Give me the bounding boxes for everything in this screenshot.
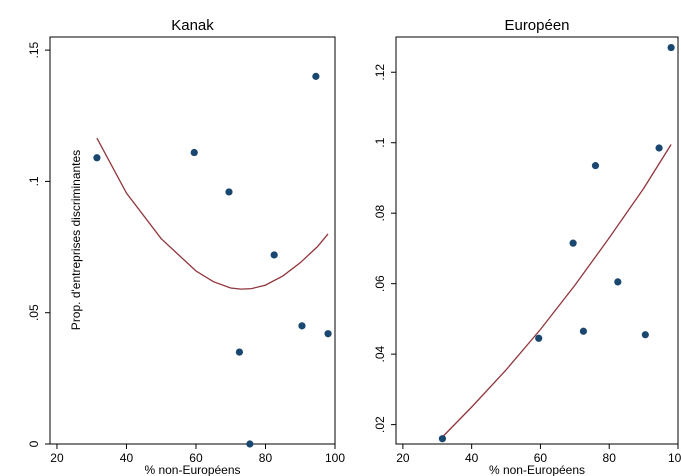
data-point (270, 251, 278, 259)
y-tick-label: .05 (27, 304, 41, 321)
x-ticks: 20 40 60 80 100 (396, 444, 681, 465)
y-tick-label: .04 (373, 345, 387, 362)
data-point (225, 188, 233, 196)
x-tick-label: 20 (50, 451, 64, 465)
points-group (93, 72, 332, 448)
y-ticks: .02 .04 .06 .08 .1 .12 (373, 64, 396, 433)
panel-kanak: Kanak % non-Européens Prop. d'entreprise… (27, 17, 345, 476)
x-tick-label: 60 (534, 451, 548, 465)
data-point (641, 331, 649, 339)
data-point (312, 72, 320, 80)
y-tick-label: .1 (27, 176, 41, 186)
x-ticks: 20 40 60 80 100 (50, 444, 345, 465)
data-point (298, 322, 306, 330)
chart-title: Kanak (171, 17, 214, 34)
plot-frame (49, 36, 336, 445)
data-point (324, 330, 332, 338)
x-axis-label: % non-Européens (144, 463, 240, 476)
x-tick-label: 40 (120, 451, 134, 465)
x-tick-label: 40 (465, 451, 479, 465)
y-ticks: 0 .05 .1 .15 (27, 41, 50, 447)
data-point (235, 348, 244, 356)
data-point (591, 162, 600, 170)
y-tick-label: .08 (373, 205, 387, 222)
points-group (438, 43, 675, 443)
data-point (190, 148, 198, 157)
x-tick-label: 80 (603, 451, 617, 465)
y-axis-label: Prop. d'entreprises discriminantes (69, 150, 83, 330)
y-tick-label: .15 (27, 41, 41, 58)
data-point (535, 334, 543, 342)
data-point (614, 278, 622, 286)
x-tick-label: 100 (325, 451, 345, 465)
x-tick-label: 100 (668, 451, 681, 465)
data-point (579, 327, 588, 335)
x-axis-label: % non-Européens (489, 463, 585, 476)
x-tick-label: 80 (259, 451, 273, 465)
x-tick-label: 20 (396, 451, 410, 465)
y-tick-label: .12 (373, 64, 387, 81)
data-point (438, 435, 447, 443)
data-point (655, 144, 663, 152)
x-tick-label: 60 (189, 451, 203, 465)
data-point (569, 239, 577, 247)
fit-curve (96, 137, 329, 290)
y-tick-label: .06 (373, 275, 387, 292)
plot-frame (395, 36, 679, 445)
y-tick-label: .02 (373, 416, 387, 433)
fit-group (96, 137, 329, 290)
data-point (93, 154, 101, 162)
data-point (246, 440, 254, 448)
fit-curve (441, 144, 672, 438)
chart-title: Européen (504, 17, 569, 34)
data-point (667, 43, 675, 52)
fit-group (441, 144, 672, 438)
panel-europeen: Européen % non-Européens 20 40 60 80 100 .02… (373, 17, 681, 476)
y-tick-label: 0 (27, 440, 41, 447)
y-tick-label: .1 (373, 137, 387, 147)
